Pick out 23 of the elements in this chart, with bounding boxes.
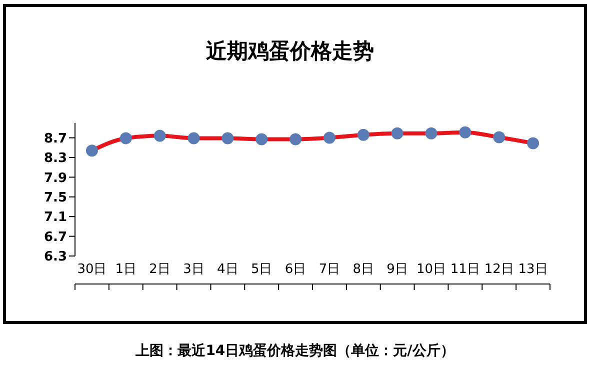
x-tick-label: 8日: [352, 262, 374, 278]
text: 上图：最近14日鸡蛋价格走势图（单位：元/公斤）: [134, 342, 456, 360]
x-tick-label: 5日: [250, 262, 272, 278]
y-tick-label: 8.3: [44, 151, 67, 166]
y-tick-label: 8.7: [44, 131, 67, 146]
x-tick-label: 10日: [416, 262, 446, 278]
x-tick-label: 9日: [386, 262, 408, 278]
x-tick-label: 11日: [450, 262, 480, 278]
x-tick-label: 2日: [149, 262, 170, 278]
y-tick-label: 7.5: [44, 190, 67, 206]
x-tick-label: 6日: [284, 262, 306, 278]
y-tick-label: 6.3: [44, 250, 67, 265]
x-tick-label: 30日: [77, 262, 107, 278]
chart-title: 近期鸡蛋价格走势: [206, 37, 374, 65]
x-tick-label: 3日: [183, 262, 204, 278]
x-tick-label: 7日: [318, 262, 340, 278]
y-tick-label: 7.9: [44, 170, 67, 186]
y-tick-label: 7.1: [44, 210, 67, 226]
x-tick-label: 4日: [217, 262, 238, 278]
x-tick-label: 12日: [484, 262, 514, 278]
x-tick-label: 13日: [518, 262, 548, 278]
y-tick-label: 6.7: [44, 230, 67, 245]
x-tick-label: 1日: [115, 262, 137, 278]
